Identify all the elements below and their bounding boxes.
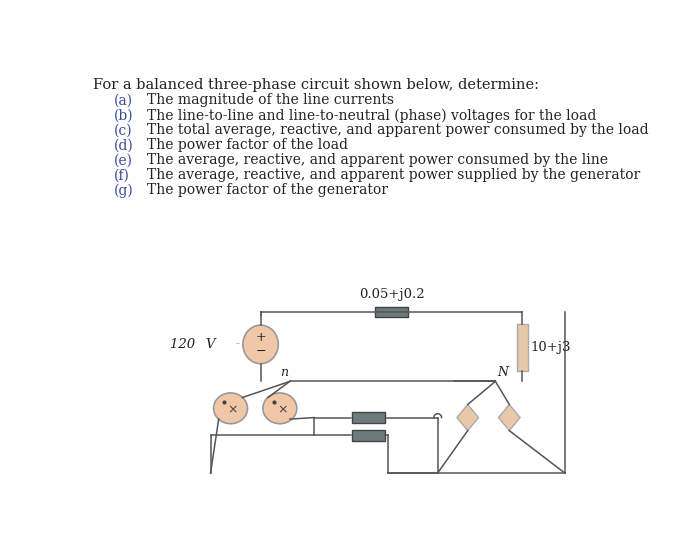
Text: (d): (d) bbox=[114, 138, 134, 152]
Polygon shape bbox=[457, 404, 479, 431]
FancyBboxPatch shape bbox=[352, 412, 384, 423]
Text: n: n bbox=[280, 366, 288, 379]
Text: The magnitude of the line currents: The magnitude of the line currents bbox=[147, 94, 395, 108]
Text: For a balanced three-phase circuit shown below, determine:: For a balanced three-phase circuit shown… bbox=[92, 78, 538, 92]
Text: The line-to-line and line-to-neutral (phase) voltages for the load: The line-to-line and line-to-neutral (ph… bbox=[147, 109, 597, 123]
Text: (e): (e) bbox=[114, 153, 134, 167]
Text: ×: × bbox=[277, 403, 288, 416]
FancyBboxPatch shape bbox=[375, 307, 408, 318]
Ellipse shape bbox=[263, 393, 297, 424]
FancyBboxPatch shape bbox=[517, 324, 527, 371]
Text: (f): (f) bbox=[114, 169, 130, 183]
Text: +: + bbox=[256, 331, 266, 344]
Text: The power factor of the generator: The power factor of the generator bbox=[147, 184, 388, 198]
Polygon shape bbox=[499, 404, 520, 431]
Text: N: N bbox=[498, 366, 509, 379]
Text: 120: 120 bbox=[170, 338, 199, 351]
Text: 10+j3: 10+j3 bbox=[530, 342, 571, 354]
Text: (a): (a) bbox=[114, 94, 134, 108]
Text: (b): (b) bbox=[114, 109, 134, 123]
Ellipse shape bbox=[243, 325, 278, 363]
Text: 0.05+j0.2: 0.05+j0.2 bbox=[359, 287, 424, 301]
Text: ×: × bbox=[227, 403, 238, 416]
Text: The total average, reactive, and apparent power consumed by the load: The total average, reactive, and apparen… bbox=[147, 123, 649, 137]
FancyBboxPatch shape bbox=[352, 430, 384, 441]
Text: (g): (g) bbox=[114, 184, 134, 198]
Text: −: − bbox=[256, 345, 266, 358]
Text: The power factor of the load: The power factor of the load bbox=[147, 138, 349, 152]
Text: The average, reactive, and apparent power consumed by the line: The average, reactive, and apparent powe… bbox=[147, 153, 608, 167]
Text: 120 ×: 120 × bbox=[236, 343, 240, 344]
Ellipse shape bbox=[214, 393, 247, 424]
Text: V: V bbox=[205, 338, 215, 351]
Text: The average, reactive, and apparent power supplied by the generator: The average, reactive, and apparent powe… bbox=[147, 169, 640, 183]
Text: (c): (c) bbox=[114, 123, 133, 137]
